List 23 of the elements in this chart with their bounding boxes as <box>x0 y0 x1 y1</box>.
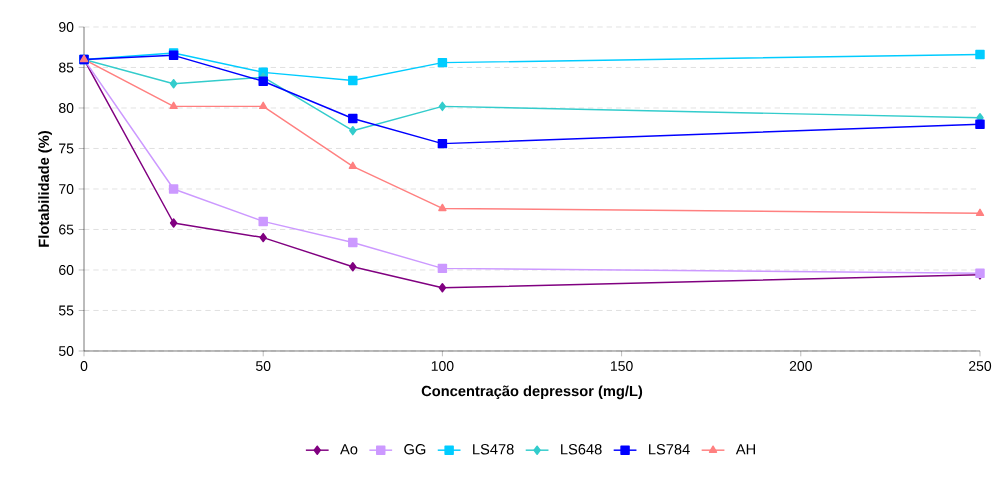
y-axis-title: Flotabilidade (%) <box>38 131 52 247</box>
legend-label: AH <box>735 444 755 455</box>
legend-label: LS478 <box>473 444 514 455</box>
y-tick-label: 75 <box>59 143 74 154</box>
y-tick-label: 60 <box>59 265 74 275</box>
y-tick-label: 65 <box>59 224 74 235</box>
x-tick-label: 150 <box>610 361 633 371</box>
x-tick-label: 250 <box>969 361 992 371</box>
y-tick-label: 55 <box>58 305 74 316</box>
y-tick-label: 90 <box>59 22 74 32</box>
legend-label: LS784 <box>649 444 690 455</box>
x-tick-label: 100 <box>431 361 454 371</box>
legend-label: GG <box>404 444 426 455</box>
x-tick-label: 50 <box>255 361 271 371</box>
y-tick-label: 70 <box>59 184 74 194</box>
legend-label: Ao <box>340 444 358 455</box>
x-tick-label: 0 <box>80 361 88 371</box>
y-tick-label: 80 <box>59 103 74 113</box>
x-axis-title: Concentração depressor (mg/L) <box>421 385 643 400</box>
x-tick-label: 200 <box>789 361 812 371</box>
y-tick-label: 50 <box>58 346 74 356</box>
y-tick-label: 85 <box>59 62 74 73</box>
legend-label: LS648 <box>561 444 602 455</box>
